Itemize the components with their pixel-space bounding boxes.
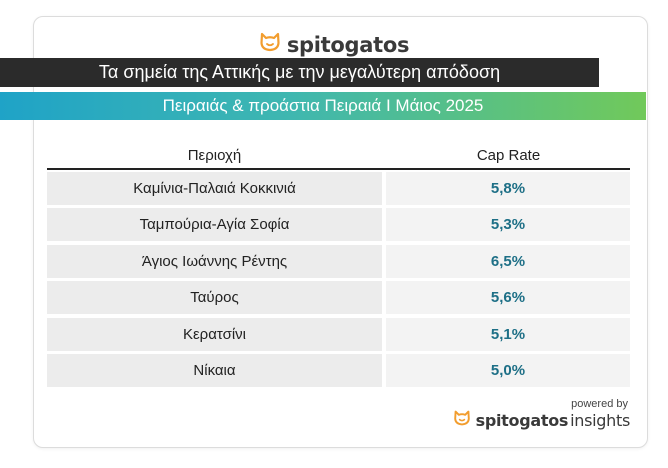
rate-cell: 5,8% (386, 172, 630, 205)
area-cell: Κερατσίνι (47, 317, 382, 351)
area-cell: Καμίνια-Παλαιά Κοκκινιά (47, 172, 382, 205)
rate-cell: 5,6% (386, 281, 630, 315)
table-row: Κερατσίνι 5,1% (47, 317, 630, 351)
footer-brand-suffix: insights (570, 411, 630, 430)
area-cell: Νίκαια (47, 353, 382, 387)
table-row: Νίκαια 5,0% (47, 353, 630, 387)
table-body: Καμίνια-Παλαιά Κοκκινιά 5,8% Ταμπούρια-Α… (47, 172, 630, 390)
brand-header: spitogatos (0, 32, 668, 57)
header-area: Περιοχή (187, 147, 242, 164)
cat-head-icon (259, 32, 281, 57)
table-row: Καμίνια-Παλαιά Κοκκινιά 5,8% (47, 172, 630, 205)
header-cap-rate: Cap Rate (476, 147, 541, 164)
page-subtitle: Πειραιάς & προάστια Πειραιά I Μάιος 2025 (0, 92, 646, 120)
rate-cell: 5,0% (386, 353, 630, 387)
table-row: Ταύρος 5,6% (47, 281, 630, 315)
footer-brand-name: spitogatos (475, 411, 569, 430)
brand-name: spitogatos (286, 32, 410, 57)
rate-cell: 5,3% (386, 208, 630, 242)
table-row: Άγιος Ιωάννης Ρέντης 6,5% (47, 244, 630, 278)
powered-by-label: powered by (571, 398, 628, 410)
rate-cell: 5,1% (386, 317, 630, 351)
rate-cell: 6,5% (386, 244, 630, 278)
area-cell: Ταμπούρια-Αγία Σοφία (47, 208, 382, 242)
table-header: Περιοχή Cap Rate (47, 146, 630, 170)
area-cell: Άγιος Ιωάννης Ρέντης (47, 244, 382, 278)
footer-brand: spitogatos insights (453, 410, 630, 431)
cat-head-icon (453, 410, 471, 431)
area-cell: Ταύρος (47, 281, 382, 315)
table-row: Ταμπούρια-Αγία Σοφία 5,3% (47, 208, 630, 242)
page-title: Τα σημεία της Αττικής με την μεγαλύτερη … (0, 58, 599, 87)
